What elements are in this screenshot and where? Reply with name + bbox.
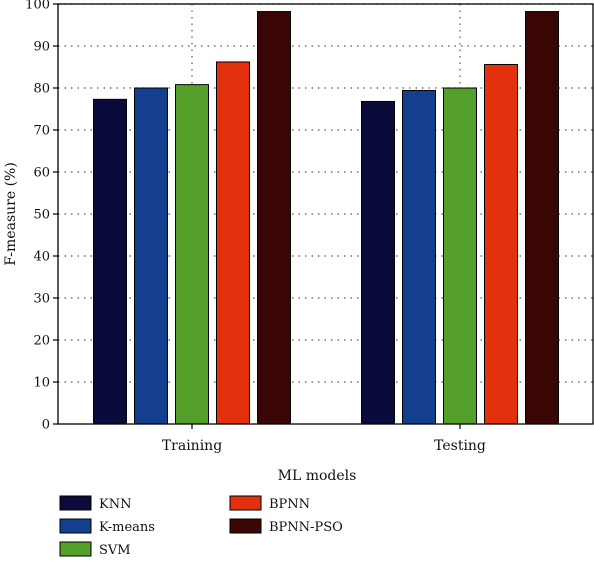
bar [257, 11, 291, 425]
y-axis-title: F-measure (%) [3, 162, 19, 266]
bar [134, 87, 168, 425]
y-tick-label: 60 [33, 166, 50, 181]
legend-swatch [59, 518, 92, 534]
x-category-label: Testing [434, 438, 486, 454]
axes [53, 3, 594, 429]
y-tick-label: 100 [25, 0, 50, 13]
x-category-labels: Training Testing [162, 438, 486, 454]
bar [443, 87, 477, 425]
y-tick-labels: 0 10 20 30 40 50 60 70 80 90 100 [25, 0, 50, 433]
legend-swatch [229, 518, 262, 534]
y-tick-label: 70 [33, 124, 50, 139]
y-tick-label: 40 [33, 250, 50, 265]
x-axis-title: ML models [278, 468, 357, 484]
bar [175, 84, 209, 425]
legend-swatch [59, 495, 92, 511]
x-category-label: Training [162, 438, 222, 454]
y-tick-label: 30 [33, 292, 50, 307]
legend-label: KNN [99, 497, 131, 512]
bar [216, 61, 250, 425]
legend-swatch [59, 541, 92, 557]
bar [525, 11, 559, 425]
y-tick-label: 80 [33, 82, 50, 97]
bar [361, 100, 395, 425]
y-tick-label: 90 [33, 40, 50, 55]
legend-label: SVM [99, 543, 131, 558]
bar [93, 98, 127, 425]
legend-swatch [229, 495, 262, 511]
legend-label: BPNN-PSO [269, 520, 343, 535]
bars [93, 11, 559, 425]
legend-label: K-means [99, 520, 155, 535]
bar [402, 90, 436, 425]
bar [484, 63, 518, 425]
y-tick-label: 0 [42, 418, 50, 433]
legend: KNN K-means SVM BPNN BPNN-PSO [59, 495, 343, 558]
y-tick-label: 50 [33, 208, 50, 223]
y-tick-label: 10 [33, 376, 50, 391]
y-tick-label: 20 [33, 334, 50, 349]
legend-label: BPNN [269, 497, 310, 512]
